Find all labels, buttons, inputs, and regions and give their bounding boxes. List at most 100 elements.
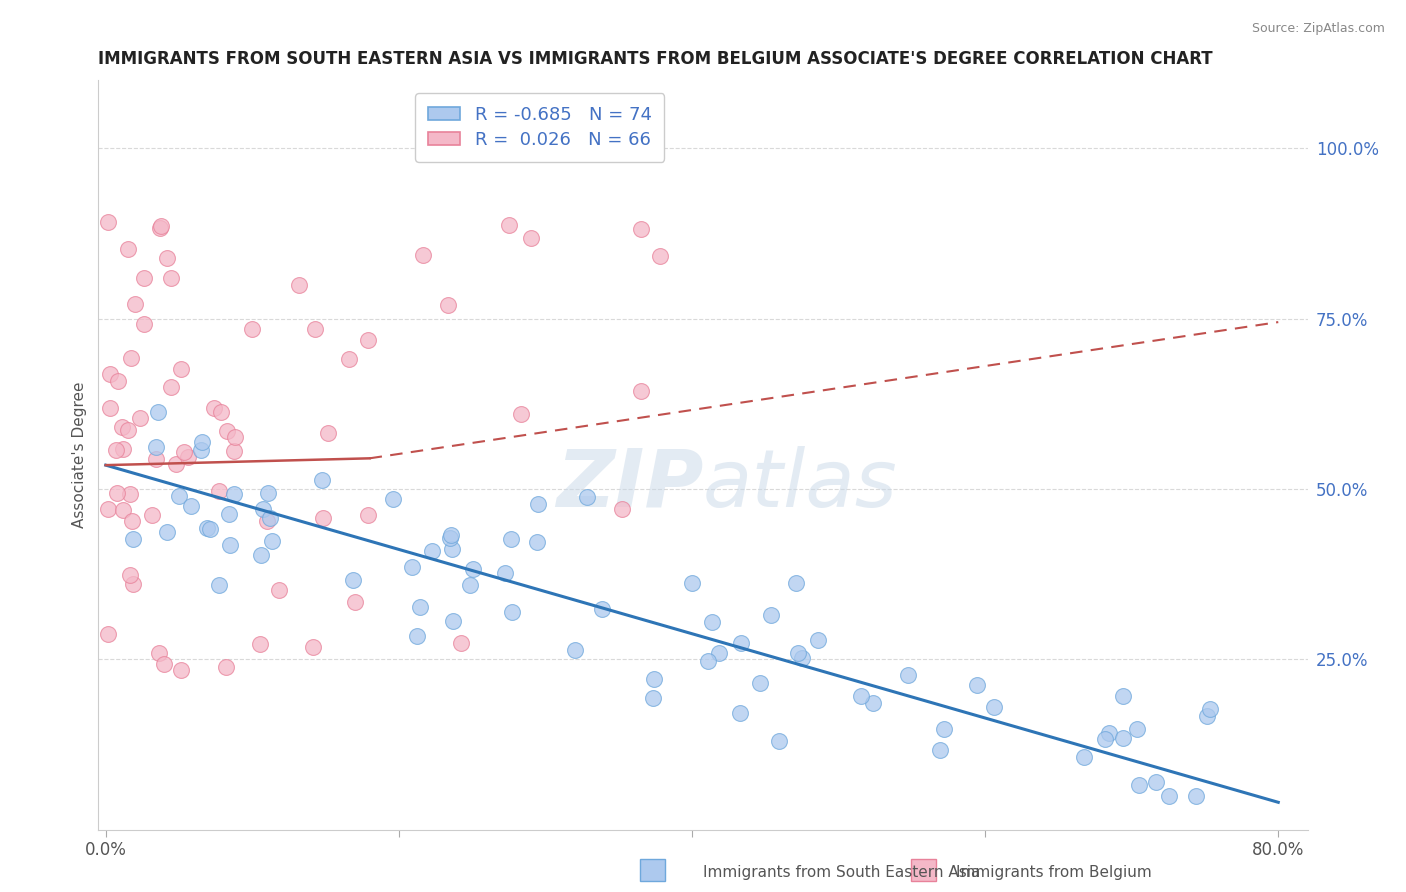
Point bbox=[412, 248, 434, 262]
Point bbox=[409, 600, 432, 615]
Point bbox=[700, 615, 723, 629]
Point bbox=[510, 407, 533, 421]
Point bbox=[173, 444, 195, 458]
Point bbox=[240, 321, 263, 335]
Point bbox=[202, 401, 225, 416]
Point bbox=[260, 534, 283, 549]
Point bbox=[730, 636, 752, 650]
Point bbox=[1126, 722, 1149, 736]
Point bbox=[641, 691, 664, 706]
Point bbox=[401, 559, 423, 574]
Text: IMMIGRANTS FROM SOUTH EASTERN ASIA VS IMMIGRANTS FROM BELGIUM ASSOCIATE'S DEGREE: IMMIGRANTS FROM SOUTH EASTERN ASIA VS IM… bbox=[98, 50, 1213, 68]
Text: ZIP: ZIP bbox=[555, 446, 703, 524]
Point bbox=[111, 503, 134, 517]
Point bbox=[1111, 731, 1133, 746]
Point bbox=[215, 424, 238, 438]
Point bbox=[576, 491, 599, 505]
Point bbox=[311, 473, 333, 487]
Point bbox=[749, 676, 772, 690]
Point bbox=[107, 486, 129, 500]
Point bbox=[118, 568, 141, 582]
Point bbox=[337, 352, 360, 367]
Point bbox=[787, 646, 810, 660]
Point bbox=[342, 574, 364, 588]
Point bbox=[190, 442, 212, 457]
Point bbox=[768, 734, 790, 748]
Point bbox=[259, 510, 281, 524]
Point bbox=[301, 640, 323, 654]
Point bbox=[267, 583, 290, 598]
Point bbox=[357, 333, 380, 347]
Point bbox=[983, 700, 1005, 714]
Point bbox=[696, 654, 718, 668]
Point bbox=[120, 351, 142, 365]
Point bbox=[122, 576, 145, 591]
Point bbox=[222, 487, 245, 501]
Point bbox=[527, 497, 550, 511]
Point bbox=[730, 706, 752, 721]
Point bbox=[159, 271, 181, 285]
Point bbox=[1199, 702, 1222, 716]
Point bbox=[966, 678, 988, 692]
Point bbox=[343, 595, 366, 609]
Point bbox=[165, 458, 187, 472]
Point bbox=[195, 521, 218, 535]
Point bbox=[111, 442, 134, 456]
Point bbox=[141, 508, 163, 523]
Point bbox=[214, 660, 236, 674]
Point bbox=[494, 566, 516, 581]
Point bbox=[145, 440, 167, 454]
Point bbox=[932, 722, 955, 736]
Point bbox=[790, 651, 813, 665]
Point bbox=[288, 277, 311, 292]
Point bbox=[318, 426, 340, 441]
Point bbox=[526, 535, 548, 549]
Point bbox=[117, 424, 139, 438]
Point bbox=[1195, 709, 1218, 723]
Text: Source: ZipAtlas.com: Source: ZipAtlas.com bbox=[1251, 22, 1385, 36]
Point bbox=[148, 646, 170, 660]
Point bbox=[1159, 789, 1181, 803]
Point bbox=[759, 608, 782, 623]
Point bbox=[501, 605, 523, 619]
Point bbox=[145, 452, 167, 467]
Point bbox=[134, 317, 156, 331]
Point bbox=[121, 532, 143, 546]
Point bbox=[785, 576, 807, 591]
Point bbox=[1094, 732, 1116, 747]
Point bbox=[256, 514, 278, 528]
Point bbox=[807, 632, 830, 647]
Point bbox=[450, 636, 472, 650]
Point bbox=[406, 628, 429, 642]
Point bbox=[149, 219, 172, 234]
Point bbox=[643, 672, 665, 686]
Point bbox=[222, 443, 245, 458]
Point bbox=[98, 401, 121, 415]
Point bbox=[167, 489, 190, 503]
Point bbox=[440, 542, 463, 557]
Y-axis label: Associate's Degree: Associate's Degree bbox=[72, 382, 87, 528]
Point bbox=[218, 538, 240, 552]
Point bbox=[180, 499, 202, 513]
Point bbox=[208, 577, 231, 591]
Point bbox=[312, 511, 335, 525]
Point bbox=[591, 602, 613, 616]
Point bbox=[159, 380, 181, 394]
Point bbox=[97, 215, 120, 229]
Point bbox=[218, 507, 240, 521]
Point bbox=[208, 483, 231, 498]
Point bbox=[132, 271, 155, 285]
Point bbox=[357, 508, 380, 522]
Point bbox=[170, 362, 193, 376]
Point bbox=[98, 368, 121, 382]
Point bbox=[461, 562, 484, 576]
Point bbox=[111, 420, 134, 434]
Point bbox=[1185, 789, 1208, 803]
Point bbox=[439, 531, 461, 545]
Point bbox=[1144, 774, 1167, 789]
Point bbox=[610, 502, 633, 516]
Point bbox=[439, 528, 461, 542]
Point bbox=[156, 524, 179, 539]
Point bbox=[97, 501, 120, 516]
Point bbox=[156, 251, 179, 265]
